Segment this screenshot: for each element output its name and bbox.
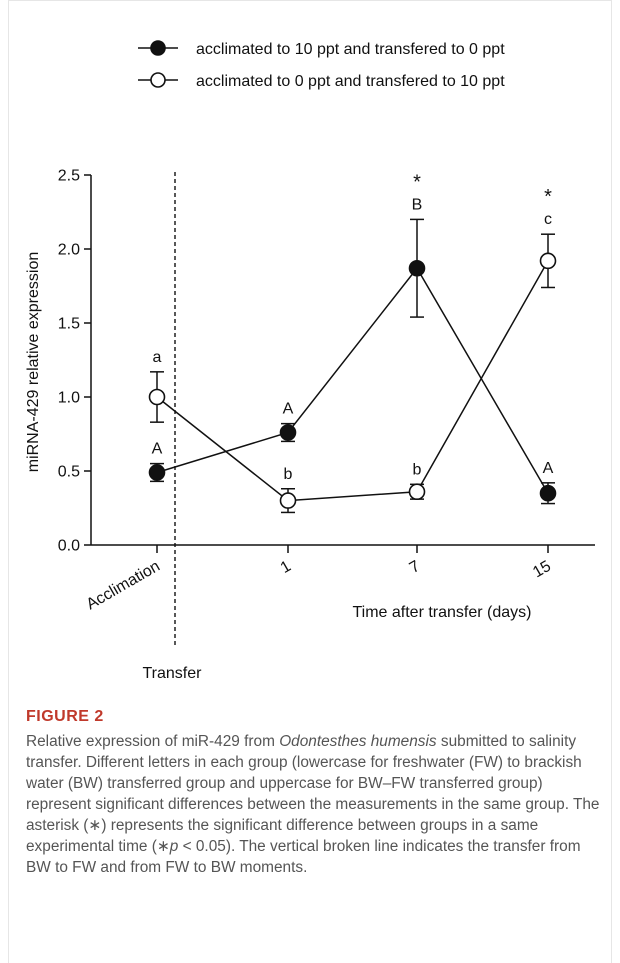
legend-marker bbox=[151, 41, 165, 55]
x-tick-label: Acclimation bbox=[84, 558, 163, 614]
significance-letter: b bbox=[413, 461, 422, 478]
data-point bbox=[281, 425, 296, 440]
caption-text-1: Relative expression of miR-429 from bbox=[26, 733, 279, 750]
significance-asterisk: * bbox=[413, 171, 421, 193]
significance-letter: A bbox=[152, 441, 163, 458]
caption-text: Relative expression of miR-429 from Odon… bbox=[26, 731, 600, 878]
series-line bbox=[157, 268, 548, 493]
legend: acclimated to 10 ppt and transfered to 0… bbox=[138, 41, 505, 90]
data-point bbox=[150, 390, 165, 405]
caption-label: FIGURE 2 bbox=[26, 708, 600, 726]
y-tick-label: 1.5 bbox=[58, 316, 80, 333]
y-tick-label: 2.0 bbox=[58, 242, 80, 259]
legend-label: acclimated to 10 ppt and transfered to 0… bbox=[196, 41, 505, 58]
x-tick-label: 7 bbox=[407, 558, 423, 577]
caption-species: Odontesthes humensis bbox=[279, 733, 436, 750]
axes: 0.0 0.5 1.0 1.5 2.0 2.5 Acclimation 1 7 15 bbox=[58, 168, 595, 646]
chart: acclimated to 10 ppt and transfered to 0… bbox=[0, 0, 620, 700]
plot-area: A A B * Aa b b c * bbox=[150, 171, 556, 512]
y-tick-label: 1.0 bbox=[58, 390, 80, 407]
significance-asterisk: * bbox=[544, 186, 552, 208]
significance-letter: c bbox=[544, 211, 552, 228]
y-tick-label: 2.5 bbox=[58, 168, 80, 185]
significance-letter: b bbox=[284, 466, 293, 483]
data-point bbox=[541, 253, 556, 268]
data-point bbox=[150, 465, 165, 480]
y-tick-label: 0.5 bbox=[58, 464, 80, 481]
series-line bbox=[157, 261, 548, 501]
caption-text-2: submitted to salinity transfer. Differen… bbox=[26, 733, 600, 855]
legend-marker bbox=[151, 73, 165, 87]
data-point bbox=[281, 493, 296, 508]
data-point bbox=[410, 484, 425, 499]
significance-letter: B bbox=[412, 196, 423, 213]
x-tick-label: 15 bbox=[530, 558, 554, 582]
legend-label: acclimated to 0 ppt and transfered to 10… bbox=[196, 73, 505, 90]
significance-letter: A bbox=[543, 460, 554, 477]
y-axis-label: miRNA-429 relative expression bbox=[25, 252, 42, 473]
figure-caption: FIGURE 2 Relative expression of miR-429 … bbox=[26, 708, 600, 878]
significance-letter: a bbox=[153, 349, 162, 366]
x-tick-label: 1 bbox=[278, 558, 294, 577]
data-point bbox=[541, 486, 556, 501]
significance-letter: A bbox=[283, 401, 294, 418]
transfer-label: Transfer bbox=[143, 665, 203, 682]
x-axis-label: Time after transfer (days) bbox=[352, 604, 531, 621]
data-point bbox=[410, 261, 425, 276]
y-tick-label: 0.0 bbox=[58, 538, 80, 555]
